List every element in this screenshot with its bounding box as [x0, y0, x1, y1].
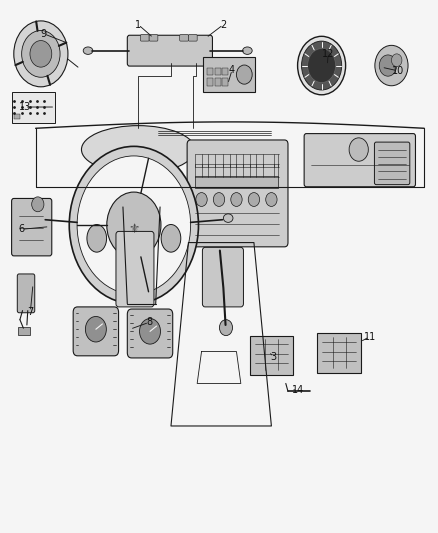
Circle shape [301, 41, 342, 90]
FancyBboxPatch shape [203, 57, 255, 92]
FancyBboxPatch shape [374, 142, 410, 184]
Text: 4: 4 [229, 65, 235, 75]
FancyBboxPatch shape [250, 336, 293, 375]
Text: 10: 10 [392, 66, 404, 76]
FancyBboxPatch shape [17, 274, 35, 313]
FancyBboxPatch shape [202, 247, 244, 307]
Text: ⚜: ⚜ [128, 223, 139, 236]
FancyBboxPatch shape [149, 35, 158, 41]
Text: 12: 12 [322, 49, 334, 59]
FancyBboxPatch shape [222, 68, 228, 75]
Text: 6: 6 [18, 224, 25, 235]
Circle shape [30, 41, 52, 67]
FancyBboxPatch shape [304, 134, 416, 187]
FancyBboxPatch shape [317, 334, 361, 373]
Circle shape [297, 36, 346, 95]
FancyBboxPatch shape [73, 307, 119, 356]
Circle shape [140, 319, 160, 344]
Ellipse shape [81, 126, 195, 173]
Circle shape [379, 55, 397, 76]
Text: 14: 14 [291, 385, 304, 395]
FancyBboxPatch shape [188, 35, 197, 41]
Circle shape [213, 192, 225, 206]
Text: 3: 3 [271, 352, 277, 362]
Text: 13: 13 [18, 102, 31, 112]
Text: 2: 2 [220, 20, 226, 30]
Text: 1: 1 [135, 20, 141, 30]
Text: 7: 7 [27, 306, 34, 317]
FancyBboxPatch shape [116, 231, 154, 307]
FancyBboxPatch shape [180, 35, 188, 41]
FancyBboxPatch shape [195, 176, 278, 188]
Ellipse shape [223, 214, 233, 222]
Circle shape [248, 192, 260, 206]
Text: 11: 11 [364, 332, 376, 342]
Ellipse shape [87, 224, 106, 252]
Circle shape [69, 147, 198, 304]
Circle shape [21, 30, 60, 77]
Circle shape [196, 192, 207, 206]
Circle shape [266, 192, 277, 206]
Ellipse shape [83, 47, 93, 54]
FancyBboxPatch shape [127, 35, 212, 66]
Circle shape [237, 65, 252, 84]
FancyBboxPatch shape [12, 92, 55, 123]
FancyBboxPatch shape [141, 35, 149, 41]
Text: 9: 9 [40, 29, 46, 39]
FancyBboxPatch shape [215, 78, 221, 86]
Circle shape [375, 45, 408, 86]
FancyBboxPatch shape [127, 309, 173, 358]
Ellipse shape [161, 224, 181, 252]
Circle shape [14, 21, 68, 87]
Circle shape [32, 197, 44, 212]
FancyBboxPatch shape [18, 327, 30, 335]
Ellipse shape [35, 214, 44, 222]
Text: 8: 8 [146, 317, 152, 327]
Circle shape [77, 156, 191, 294]
Circle shape [107, 192, 161, 258]
FancyBboxPatch shape [222, 78, 228, 86]
Circle shape [219, 320, 233, 336]
Circle shape [307, 49, 336, 83]
Circle shape [85, 317, 106, 342]
FancyBboxPatch shape [215, 68, 221, 75]
FancyBboxPatch shape [207, 78, 213, 86]
Ellipse shape [243, 47, 252, 54]
FancyBboxPatch shape [12, 198, 52, 256]
Circle shape [392, 54, 402, 67]
FancyBboxPatch shape [14, 115, 20, 119]
FancyBboxPatch shape [187, 140, 288, 247]
Circle shape [349, 138, 368, 161]
Circle shape [231, 192, 242, 206]
FancyBboxPatch shape [207, 68, 213, 75]
